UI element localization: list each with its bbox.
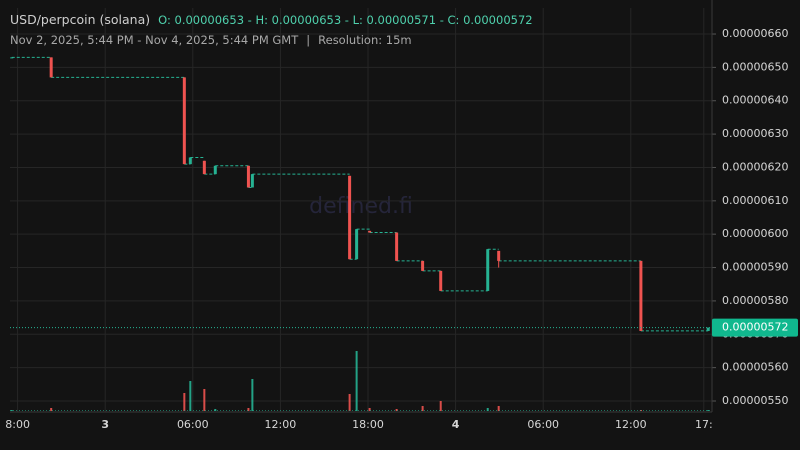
candle-body xyxy=(49,57,53,78)
candle-body xyxy=(421,260,425,271)
y-tick-label: 0.00000600 xyxy=(722,227,788,240)
header: USD/perpcoin (solana) O: 0.00000653 - H:… xyxy=(10,10,533,50)
candle-body xyxy=(188,157,192,165)
volume-bar xyxy=(247,408,250,411)
volume-bar xyxy=(10,410,13,411)
resolution: Resolution: 15m xyxy=(318,33,412,47)
candle-body xyxy=(10,57,14,59)
y-tick-label: 0.00000650 xyxy=(722,60,788,73)
candle-body xyxy=(246,165,250,188)
candle-body xyxy=(250,174,254,188)
candle-body xyxy=(355,229,359,260)
candle-body xyxy=(639,260,643,331)
x-tick-label: 06:00 xyxy=(527,418,559,431)
candle-body xyxy=(439,270,443,291)
volume-bar xyxy=(251,379,254,411)
x-tick-label: 3 xyxy=(101,418,109,431)
subtitle-row: Nov 2, 2025, 5:44 PM - Nov 4, 2025, 5:44… xyxy=(10,30,533,50)
y-tick-label: 0.00000550 xyxy=(722,394,788,407)
x-tick-label: 17: xyxy=(695,418,713,431)
volume-bar xyxy=(497,406,500,411)
x-tick-label: 06:00 xyxy=(177,418,209,431)
volume-bar xyxy=(395,409,398,411)
chart-title: USD/perpcoin (solana) xyxy=(10,12,151,27)
volume-bar xyxy=(183,393,186,411)
volume-bar xyxy=(368,408,371,411)
x-tick-label: 4 xyxy=(452,418,460,431)
candle-body xyxy=(497,250,501,261)
candle-body xyxy=(182,77,186,165)
y-tick-label: 0.00000660 xyxy=(722,27,788,40)
candle-body xyxy=(486,249,490,291)
last-price-box xyxy=(712,318,798,337)
y-tick-label: 0.00000590 xyxy=(722,261,788,274)
candle-body xyxy=(395,232,399,261)
candle-body xyxy=(202,160,206,175)
candle-body xyxy=(213,165,217,175)
y-tick-label: 0.00000640 xyxy=(722,94,788,107)
watermark: defined.fi xyxy=(309,194,413,219)
y-tick-label: 0.00000580 xyxy=(722,294,788,307)
volume-bar xyxy=(486,408,489,411)
x-tick-label: 12:00 xyxy=(615,418,647,431)
candle-body xyxy=(706,327,710,331)
volume-bar xyxy=(421,406,424,411)
x-tick-label: 18:00 xyxy=(352,418,384,431)
x-tick-label: 8:00 xyxy=(5,418,30,431)
y-tick-label: 0.00000560 xyxy=(722,361,788,374)
volume-bar xyxy=(203,389,206,411)
separator: | xyxy=(306,33,311,47)
volume-bar xyxy=(214,409,217,411)
y-tick-label: 0.00000630 xyxy=(722,127,788,140)
title-row: USD/perpcoin (solana) O: 0.00000653 - H:… xyxy=(10,10,533,30)
volume-bar xyxy=(439,401,442,411)
x-tick-label: 12:00 xyxy=(265,418,297,431)
y-tick-label: 0.00000620 xyxy=(722,160,788,173)
candle-body xyxy=(368,230,372,233)
last-price-label: 0.00000572 xyxy=(722,321,788,334)
date-range: Nov 2, 2025, 5:44 PM - Nov 4, 2025, 5:44… xyxy=(10,33,299,47)
ohlc-summary: O: 0.00000653 - H: 0.00000653 - L: 0.000… xyxy=(158,13,533,27)
volume-bar xyxy=(50,408,53,411)
y-tick-label: 0.00000610 xyxy=(722,194,788,207)
volume-bar xyxy=(355,351,358,411)
candle-body xyxy=(348,175,352,260)
volume-bar xyxy=(348,394,351,411)
volume-bar xyxy=(189,381,192,411)
volume-bar xyxy=(707,410,710,411)
